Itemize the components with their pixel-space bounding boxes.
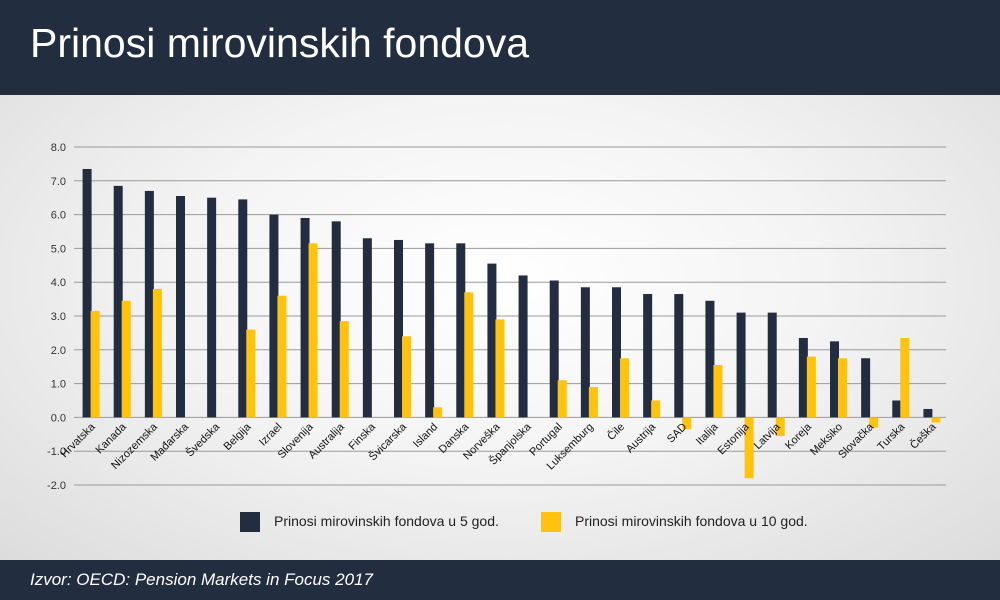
bar-10y (775, 417, 785, 436)
y-tick-label: -1.0 (47, 446, 66, 458)
bar-10y (806, 356, 816, 418)
bar-10y (588, 386, 598, 418)
bar-10y (651, 400, 661, 418)
bar-5y (674, 294, 684, 418)
bar-10y (152, 288, 162, 418)
bar-10y (246, 329, 256, 418)
bar-10y (869, 417, 879, 428)
x-tick-label: Čile (605, 420, 628, 443)
bar-5y (612, 287, 621, 418)
bar-10y (464, 292, 474, 418)
legend-label-10y: Prinosi mirovinskih fondova u 10 god. (575, 513, 808, 529)
bar-5y (892, 400, 902, 418)
y-tick-label: 0.0 (51, 412, 66, 424)
legend-swatch-5y (240, 512, 260, 532)
bar-5y (736, 312, 746, 418)
bar-5y (518, 275, 528, 418)
bar-5y (144, 190, 154, 418)
bar-5y (923, 408, 933, 418)
header-bar: Prinosi mirovinskih fondova (0, 0, 1000, 95)
bar-5y (456, 243, 466, 418)
bar-5y (487, 263, 497, 418)
y-tick-label: 2.0 (51, 345, 66, 357)
bar-10y (402, 336, 411, 418)
bar-10y (838, 358, 847, 418)
y-tick-label: 6.0 (51, 210, 66, 222)
bar-5y (425, 243, 435, 418)
bar-10y (308, 243, 318, 418)
bar-5y (207, 197, 217, 418)
bar-10y (620, 358, 629, 418)
bar-5y (113, 185, 123, 418)
bar-10y (744, 417, 754, 479)
legend-swatch-10y (541, 512, 561, 532)
bar-5y (269, 214, 279, 418)
bar-10y (277, 295, 287, 418)
bar-5y (238, 199, 248, 418)
y-tick-label: 7.0 (51, 176, 66, 188)
y-tick-label: 3.0 (51, 311, 66, 323)
bar-5y (705, 300, 715, 418)
x-tick-label: Češka (907, 420, 939, 452)
page-title: Prinosi mirovinskih fondova (30, 20, 530, 66)
x-tick-label: Belgija (222, 420, 254, 452)
bar-10y (900, 337, 910, 418)
bar-10y (682, 417, 692, 430)
y-tick-label: 5.0 (51, 243, 66, 255)
bar-5y (549, 280, 559, 418)
bar-5y (300, 217, 310, 418)
bar-10y (495, 319, 505, 418)
bar-5y (830, 341, 839, 418)
bar-5y (176, 196, 185, 418)
footer-bar: Izvor: OECD: Pension Markets in Focus 20… (0, 560, 1000, 600)
y-tick-label: 1.0 (51, 379, 66, 391)
legend-label-5y: Prinosi mirovinskih fondova u 5 god. (274, 513, 499, 529)
bar-10y (339, 321, 349, 418)
bar-5y (767, 312, 777, 418)
x-tick-label: Hrvatska (59, 420, 99, 460)
x-tick-label: Švedska (183, 420, 223, 460)
x-tick-label: Izrael (257, 421, 285, 449)
bar-5y (331, 221, 341, 418)
x-tick-label: Island (411, 421, 440, 450)
x-tick-label: Slovačka (836, 420, 877, 461)
bar-5y (861, 358, 871, 418)
x-tick-label: Austrija (624, 420, 659, 455)
source-note: Izvor: OECD: Pension Markets in Focus 20… (30, 570, 373, 589)
x-tick-label: Italija (694, 420, 721, 447)
bar-5y (580, 287, 590, 418)
bar-5y (82, 168, 92, 418)
y-tick-label: 4.0 (51, 277, 66, 289)
x-tick-label: Turska (875, 420, 908, 453)
bar-10y (90, 310, 100, 418)
bar-5y (362, 238, 372, 418)
bar-5y (798, 337, 808, 418)
y-tick-label: 8.0 (51, 142, 66, 154)
bar-10y (121, 300, 131, 418)
bar-10y (931, 417, 941, 423)
bar-5y (394, 239, 403, 418)
bar-10y (713, 365, 723, 418)
bar-5y (643, 294, 653, 418)
y-tick-label: -2.0 (47, 480, 66, 492)
bar-10y (557, 380, 567, 418)
bar-10y (433, 407, 443, 418)
